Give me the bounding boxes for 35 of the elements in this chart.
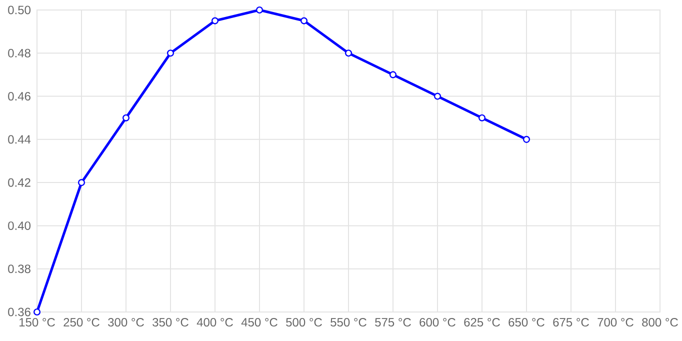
y-tick-label: 0.42: [8, 178, 30, 187]
x-tick-label: 800 °C: [642, 318, 678, 327]
y-tick-label: 0.50: [8, 6, 30, 14]
x-tick-label: 575 °C: [375, 318, 411, 327]
x-tick-label: 650 °C: [508, 318, 544, 327]
point: [389, 71, 397, 78]
x-tick-label: 700 °C: [598, 318, 634, 327]
y-tick-label: 0.38: [8, 264, 30, 274]
point: [522, 136, 530, 143]
point: [344, 50, 352, 57]
x-tick-label: 600 °C: [420, 318, 456, 327]
x-tick-label: 625 °C: [464, 318, 500, 327]
point: [478, 114, 486, 122]
x-tick-label: 150 °C: [20, 318, 55, 327]
point: [256, 6, 264, 14]
y-tick-label: 0.46: [8, 92, 30, 101]
x-tick-label: 450 °C: [241, 318, 278, 327]
point: [211, 17, 219, 24]
x-tick-label: 300 °C: [108, 318, 144, 327]
point: [434, 92, 442, 100]
x-tick-label: 550 °C: [330, 318, 366, 327]
point: [300, 17, 308, 24]
x-tick-label: 400 °C: [196, 318, 233, 327]
point: [33, 308, 41, 316]
x-tick-label: 675 °C: [553, 318, 589, 327]
x-tick-label: 250 °C: [64, 318, 100, 327]
y-tick-label: 0.48: [8, 48, 30, 58]
point: [166, 50, 174, 57]
y-tick-label: 0.40: [8, 221, 30, 230]
y-tick-label: 0.36: [8, 308, 30, 316]
point: [78, 179, 86, 186]
x-tick-label: 350 °C: [152, 318, 188, 327]
y-tick-label: 0.44: [8, 135, 31, 144]
point: [122, 114, 130, 122]
x-tick-label: 500 °C: [286, 318, 322, 327]
